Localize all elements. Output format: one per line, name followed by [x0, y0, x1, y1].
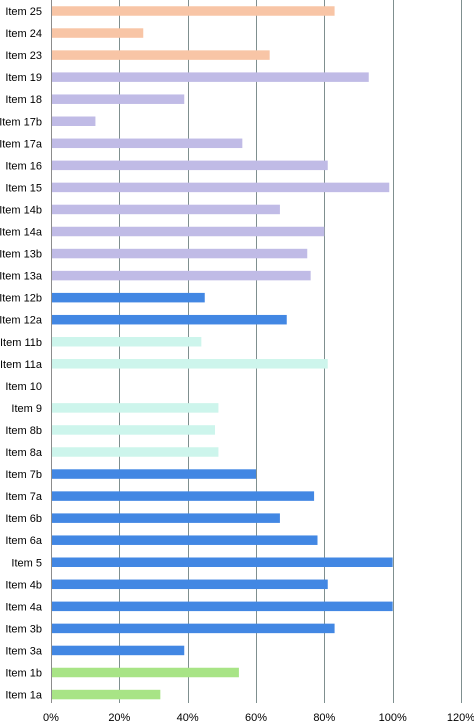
bar	[52, 359, 328, 369]
x-tick-label: 0%	[43, 712, 59, 724]
bar	[52, 226, 325, 237]
category-label: Item 18	[5, 94, 42, 106]
category-label: Item 14a	[0, 227, 43, 239]
category-label: Item 9	[11, 403, 42, 415]
category-label: Item 4b	[5, 579, 42, 591]
category-label: Item 6b	[5, 513, 42, 525]
category-label: Item 7b	[5, 469, 42, 481]
x-tick-label: 60%	[245, 712, 267, 724]
bar	[52, 601, 393, 612]
category-label: Item 24	[5, 28, 42, 40]
bar	[52, 116, 96, 126]
category-label: Item 19	[5, 72, 42, 84]
bars	[52, 6, 393, 700]
x-tick-labels: 0% 20% 40% 60% 80% 100% 120%	[43, 712, 474, 724]
bar	[52, 425, 215, 435]
bar	[52, 403, 219, 413]
bar	[52, 491, 315, 501]
x-tick-label: 40%	[177, 712, 199, 724]
category-label: Item 23	[5, 50, 42, 62]
x-tick-label: 20%	[108, 712, 130, 724]
category-label: Item 13b	[0, 249, 42, 261]
category-label: Item 8a	[5, 447, 43, 459]
bar	[52, 579, 328, 590]
bar	[52, 50, 270, 60]
bar	[52, 337, 202, 347]
bar	[52, 535, 318, 545]
category-label: Item 11b	[0, 337, 42, 349]
category-label: Item 12b	[0, 293, 42, 305]
bar	[52, 160, 328, 171]
bar	[52, 72, 369, 82]
category-label: Item 5	[11, 557, 42, 569]
bar	[52, 182, 390, 193]
bar	[52, 513, 280, 523]
bar	[52, 623, 335, 634]
category-label: Item 15	[5, 182, 42, 194]
category-label: Item 12a	[0, 315, 43, 327]
bar	[52, 94, 185, 104]
x-tick-label: 100%	[379, 712, 407, 724]
category-label: Item 11a	[0, 359, 43, 371]
category-label: Item 4a	[5, 601, 43, 613]
category-label: Item 14b	[0, 204, 42, 216]
x-tick-label: 120%	[447, 712, 474, 724]
category-label: Item 7a	[5, 491, 43, 503]
category-label: Item 17a	[0, 138, 43, 150]
bar	[52, 689, 161, 700]
category-label: Item 13a	[0, 271, 43, 283]
bar	[52, 204, 280, 215]
grid-lines	[51, 0, 462, 703]
x-tick-label: 80%	[313, 712, 335, 724]
category-label: Item 25	[5, 6, 42, 18]
category-labels: Item 25 Item 24 Item 23 Item 19 Item 18 Item …	[0, 6, 43, 702]
category-label: Item 6a	[5, 535, 43, 547]
bar	[52, 138, 243, 149]
category-label: Item 17b	[0, 116, 42, 128]
category-label: Item 1b	[5, 668, 42, 680]
bar	[52, 292, 205, 303]
bar	[52, 469, 256, 479]
bar	[52, 557, 393, 567]
bar	[52, 28, 144, 38]
bar	[52, 248, 308, 259]
bar	[52, 447, 219, 457]
category-label: Item 3a	[5, 645, 43, 657]
bar	[52, 6, 335, 16]
bar	[52, 645, 185, 656]
bar	[52, 667, 239, 678]
bar	[52, 314, 287, 325]
category-label: Item 1a	[5, 690, 43, 702]
category-label: Item 8b	[5, 425, 42, 437]
bar	[52, 270, 311, 281]
category-label: Item 10	[5, 381, 42, 393]
category-label: Item 3b	[5, 623, 42, 635]
category-label: Item 16	[5, 160, 42, 172]
